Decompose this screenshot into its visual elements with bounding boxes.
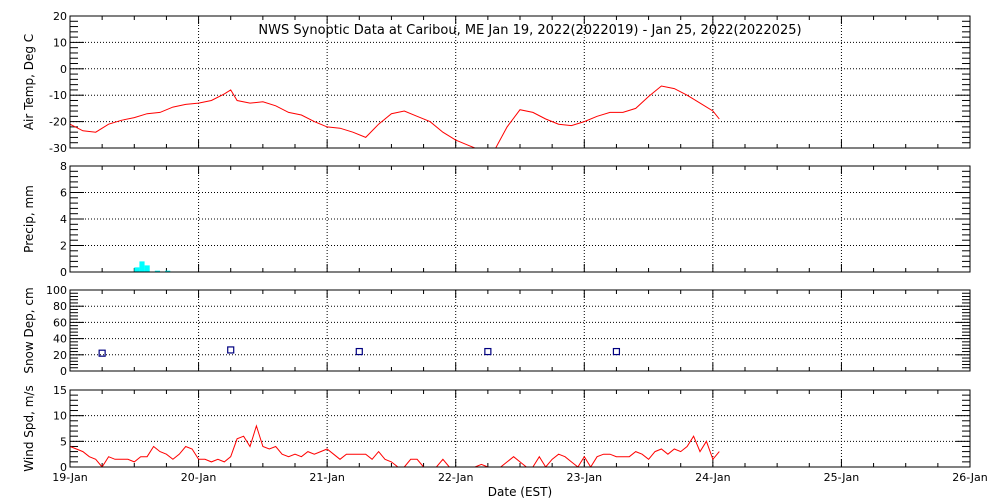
- snow-depth-point: [227, 346, 235, 354]
- y-tick-label: -10: [49, 89, 67, 102]
- precip-bar: [139, 261, 145, 272]
- panel-wind-speed: 0 5 10 15 Wind Spd, m/s: [22, 384, 971, 474]
- y-tick-label: 60: [53, 316, 67, 329]
- panel-frame: [69, 15, 971, 149]
- y-tick-label: 0: [60, 365, 67, 378]
- panel-frame: [69, 289, 971, 372]
- y-tick-label: -30: [49, 142, 67, 155]
- x-tick-label: 21-Jan: [309, 471, 345, 484]
- x-tick-label: 24-Jan: [695, 471, 731, 484]
- panel-air-temp: -30 -20 -10 0 10 20 Air Temp, Deg C: [22, 10, 971, 155]
- y-tick-label: 10: [53, 36, 67, 49]
- panel-frame: [69, 165, 971, 273]
- data-air-temp: [70, 85, 720, 148]
- y-tick-label: 2: [60, 240, 67, 253]
- y-tick-label: 4: [60, 213, 67, 226]
- x-axis-label: Date (EST): [488, 485, 552, 499]
- y-tick-label: 0: [60, 63, 67, 76]
- y-tick-label: 10: [53, 410, 67, 423]
- snow-depth-point: [355, 347, 363, 356]
- y-tick-label: 0: [60, 461, 67, 474]
- y-tick-label: 15: [53, 384, 67, 397]
- snow-depth-point: [484, 347, 492, 356]
- panel-frame: [69, 389, 971, 468]
- x-tick-label: 19-Jan: [52, 471, 88, 484]
- y-tick-label: 20: [53, 349, 67, 362]
- x-tick-label: 23-Jan: [567, 471, 603, 484]
- x-tick-label: 25-Jan: [824, 471, 860, 484]
- y-axis-label: Precip, mm: [22, 185, 36, 253]
- y-tick-label: 8: [60, 160, 67, 173]
- precip-bar: [154, 270, 160, 272]
- snow-depth-point: [612, 347, 621, 356]
- y-axis-label: Wind Spd, m/s: [22, 385, 36, 471]
- chart-panels: -30 -20 -10 0 10 20 Air Temp, Deg C 0 2 4 6 8 Precip…: [22, 10, 971, 474]
- x-tick-label: 20-Jan: [181, 471, 217, 484]
- y-axis-label: Air Temp, Deg C: [22, 34, 36, 130]
- data-wind-speed: [70, 424, 720, 467]
- y-tick-label: 40: [53, 333, 67, 346]
- precip-bar: [134, 267, 140, 272]
- chart-title: NWS Synoptic Data at Caribou, ME Jan 19,…: [258, 23, 801, 38]
- precip-bar: [144, 265, 150, 272]
- data-precip: [134, 261, 171, 272]
- precip-bar: [165, 270, 171, 272]
- y-tick-label: 5: [60, 435, 67, 448]
- y-tick-label: 20: [53, 10, 67, 23]
- data-snow-depth: [98, 346, 621, 357]
- snow-depth-point: [98, 349, 106, 357]
- y-tick-label: 100: [46, 284, 67, 297]
- y-axis-label: Snow Dep, cm: [22, 287, 36, 373]
- series-line: [70, 424, 720, 467]
- y-tick-label: 80: [53, 300, 67, 313]
- panel-snow-depth: 0 20 40 60 80 100 Snow Dep, cm: [22, 284, 971, 378]
- x-tick-label: 26-Jan: [952, 471, 988, 484]
- x-tick-labels: 19-Jan 20-Jan 21-Jan 22-Jan 23-Jan 24-Jan 25-J…: [52, 471, 988, 484]
- y-tick-label: 6: [60, 187, 67, 200]
- panel-precip: 0 2 4 6 8 Precip, mm: [22, 160, 971, 279]
- x-tick-label: 22-Jan: [438, 471, 474, 484]
- y-tick-label: -20: [49, 116, 67, 129]
- series-line: [70, 85, 720, 148]
- y-tick-label: 0: [60, 266, 67, 279]
